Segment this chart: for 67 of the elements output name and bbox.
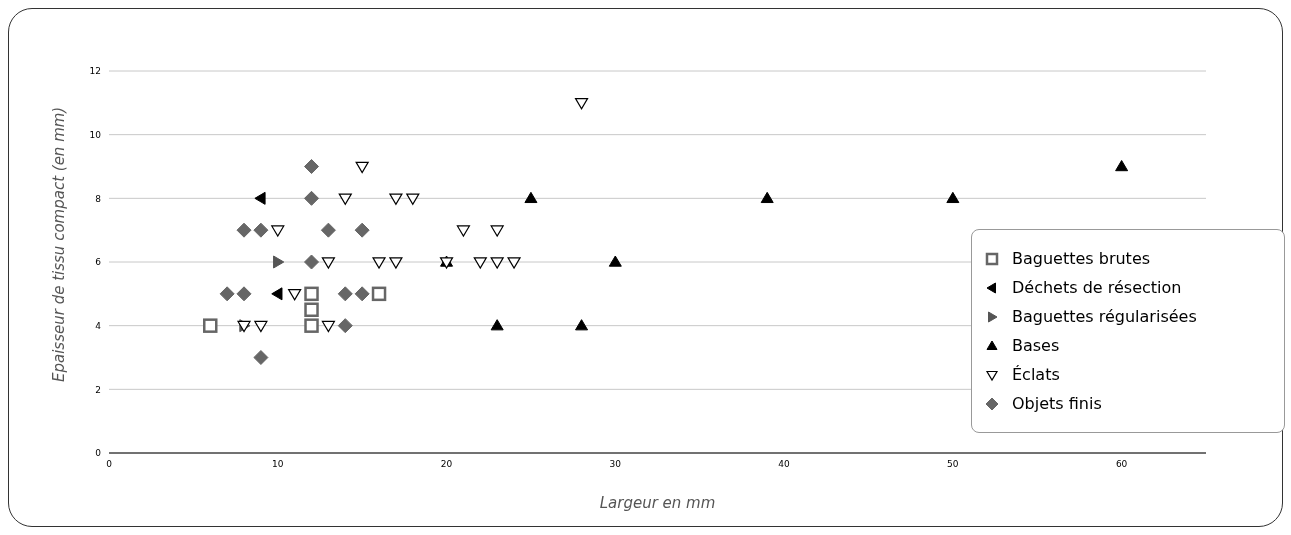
x-tick-label: 30 [609,459,622,470]
point [288,289,302,301]
legend-label: Déchets de résection [1012,278,1182,297]
point [574,98,589,110]
point [760,191,774,204]
x-tick-label: 0 [106,459,113,470]
point [236,286,252,302]
y-axis-title: Epaisseur de tissu compact (en mm) [50,106,69,382]
point [946,191,960,204]
y-tick-label: 2 [95,384,101,395]
point [304,254,320,270]
point [372,257,386,269]
y-tick-label: 0 [95,448,102,459]
point [203,318,218,333]
point [355,161,369,174]
point [406,193,420,205]
point [253,350,269,365]
x-tick-label: 40 [778,459,791,470]
legend-label: Bases [1012,336,1060,355]
point [490,257,504,269]
point [254,320,268,333]
point [338,193,352,205]
point [254,191,266,205]
point [219,286,235,302]
point [490,225,504,237]
point [473,257,487,269]
point [389,257,403,269]
point [320,222,336,238]
point [337,318,353,334]
point [304,190,320,206]
point [490,319,504,331]
point [304,159,320,174]
point [304,286,319,302]
point [524,191,538,204]
legend-label: Objets finis [1012,394,1102,413]
y-tick-label: 10 [89,129,102,140]
point [271,287,283,301]
legend-label: Éclats [1012,365,1060,384]
point [304,302,319,317]
point [507,257,521,269]
point [253,222,269,238]
x-tick-label: 20 [440,459,453,470]
point [371,286,387,302]
point [236,222,252,238]
point [304,318,319,333]
x-tick-label: 50 [947,459,959,470]
x-tick-label: 60 [1115,459,1128,470]
point [608,255,622,267]
point [337,286,353,302]
x-tick-label: 10 [272,459,284,470]
point [354,286,370,302]
point [389,193,403,205]
legend-label: Baguettes régularisées [1012,307,1197,326]
point [271,225,285,237]
point [321,257,335,269]
point [354,222,370,238]
point [456,225,471,237]
legend-label: Baguettes brutes [1012,249,1151,268]
point [273,255,285,269]
y-tick-label: 6 [95,257,102,268]
point [1115,160,1129,172]
y-tick-label: 4 [95,320,102,331]
point [575,319,589,331]
y-tick-label: 8 [95,193,102,204]
point [321,320,335,333]
y-tick-label: 12 [89,66,101,77]
x-axis-title: Largeur en mm [599,494,716,512]
